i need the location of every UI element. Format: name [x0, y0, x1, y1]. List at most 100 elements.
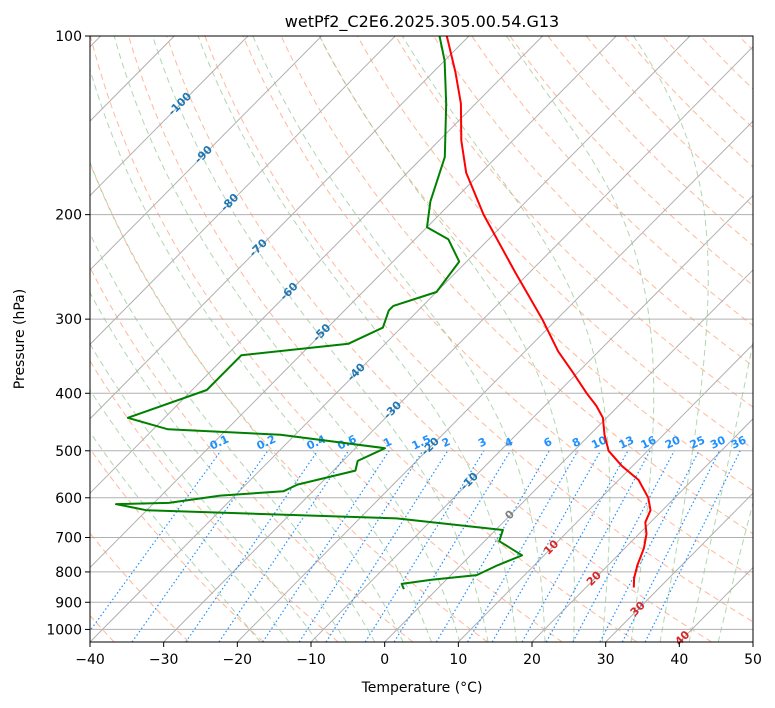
y-tick-label: 1000: [46, 622, 82, 638]
y-tick-label: 800: [55, 565, 82, 581]
moist-adiabat: [318, 36, 575, 642]
dewpoint-line: [115, 36, 524, 590]
y-tick-label: 600: [55, 491, 82, 507]
mixing-ratio-label: 16: [639, 433, 659, 451]
dry-adiabat: [623, 36, 753, 168]
isotherm-line: [605, 492, 753, 642]
mixing-ratio-line: [131, 450, 269, 642]
mixing-ratio-line: [393, 450, 511, 642]
dry-adiabat: [204, 36, 753, 623]
dry-adiabat: [509, 36, 753, 286]
x-tick-label: 10: [449, 652, 467, 668]
x-tick-label: −30: [149, 652, 179, 668]
y-tick-label: 100: [55, 29, 82, 45]
dry-adiabat: [90, 266, 414, 642]
mixing-ratio-label: 20: [663, 433, 683, 451]
moist-adiabat: [197, 36, 517, 642]
isotherm-line: [90, 36, 396, 346]
y-axis-label: Pressure (hPa): [12, 289, 28, 389]
y-tick-label: 500: [55, 444, 82, 460]
mixing-ratio-line: [491, 450, 602, 642]
dry-adiabat: [90, 161, 488, 642]
dry-adiabat: [166, 36, 712, 642]
moist-adiabat: [90, 67, 432, 642]
isotherm-line: [457, 343, 753, 642]
mixing-ratio-label: 0.1: [208, 433, 231, 453]
x-tick-label: −20: [223, 652, 253, 668]
y-tick-label: 700: [55, 531, 82, 547]
mixing-ratio-line: [325, 450, 449, 642]
background-lines: [90, 36, 753, 642]
mixing-ratio-label: 10: [589, 433, 609, 451]
x-axis-label: Temperature (°C): [361, 680, 483, 696]
isotherm-line: [90, 36, 470, 420]
mixing-ratio-line: [545, 450, 651, 642]
dry-adiabat: [280, 36, 753, 535]
plot-frame: [89, 35, 754, 643]
y-axis: 100 200 300 400 500 600 700 800 900 1000: [46, 29, 90, 638]
data-series: [115, 36, 652, 590]
dry-adiabat: [699, 36, 753, 90]
moist-adiabat: [90, 161, 404, 642]
isotherm-line: [678, 566, 753, 642]
dry-adiabat: [547, 36, 753, 247]
moist-adiabat: [505, 36, 655, 642]
chart-title: wetPf2_C2E6.2025.305.00.54.G13: [285, 12, 559, 32]
mixing-ratio-label: 30: [708, 433, 728, 451]
isotherm-line: [752, 641, 753, 642]
y-tick-label: 900: [55, 595, 82, 611]
dry-adiabat: [90, 447, 264, 642]
isotherm-line: [163, 46, 753, 642]
moist-adiabat: [717, 500, 753, 642]
moist-adiabat: [401, 36, 611, 642]
dry-adiabat: [738, 36, 753, 52]
isotherm-line: [90, 36, 617, 569]
isotherm-line: [90, 36, 543, 494]
moist-adiabat: [252, 36, 546, 642]
mixing-ratio-label: 3: [476, 435, 488, 450]
moist-adiabat: [90, 431, 261, 642]
dry-adiabat: [394, 36, 753, 408]
mixing-ratio-line: [435, 450, 550, 642]
y-tick-label: 300: [55, 312, 82, 328]
moist-adiabat: [90, 389, 290, 642]
dry-adiabat: [661, 36, 753, 129]
mixing-ratio-line: [572, 450, 675, 642]
mixing-ratio-label: 6: [542, 435, 555, 450]
isotherm-line: [90, 36, 691, 642]
x-tick-label: 30: [597, 652, 615, 668]
moist-adiabat: [688, 339, 753, 642]
x-axis: −40 −30 −20 −10 0 10 20 30 40 50: [75, 642, 762, 668]
dry-adiabat: [90, 36, 563, 642]
mixing-ratio-label: 25: [688, 434, 707, 452]
x-tick-label: −40: [75, 652, 105, 668]
isotherm-line: [90, 36, 322, 271]
moist-adiabat: [90, 232, 376, 642]
y-tick-label: 200: [55, 208, 82, 224]
moist-adiabat: [152, 36, 489, 642]
temperature-line: [445, 36, 652, 588]
mixing-ratio-line: [466, 450, 579, 642]
mixing-ratio-label: 36: [729, 433, 749, 451]
mixing-ratio-line: [218, 450, 349, 642]
isotherm-line: [310, 194, 753, 642]
dry-adiabat: [585, 36, 753, 207]
mixing-ratio-label: 13: [617, 434, 636, 452]
mixing-ratio-label: 8: [570, 435, 582, 450]
isotherm-line: [90, 36, 249, 197]
dry-adiabat: [433, 36, 753, 367]
moist-adiabat: [113, 36, 461, 642]
mixing-ratio-line: [185, 450, 319, 642]
mixing-ratio-line: [364, 450, 485, 642]
moist-adiabat: [632, 36, 709, 642]
mixing-ratio-line: [521, 450, 629, 642]
mixing-ratio-line: [599, 450, 700, 642]
isotherm-line: [384, 269, 753, 642]
x-tick-label: 40: [670, 652, 688, 668]
x-tick-label: 20: [523, 652, 541, 668]
moist-adiabat: [90, 291, 347, 642]
dry-adiabat: [242, 36, 753, 579]
x-tick-label: 50: [744, 652, 762, 668]
